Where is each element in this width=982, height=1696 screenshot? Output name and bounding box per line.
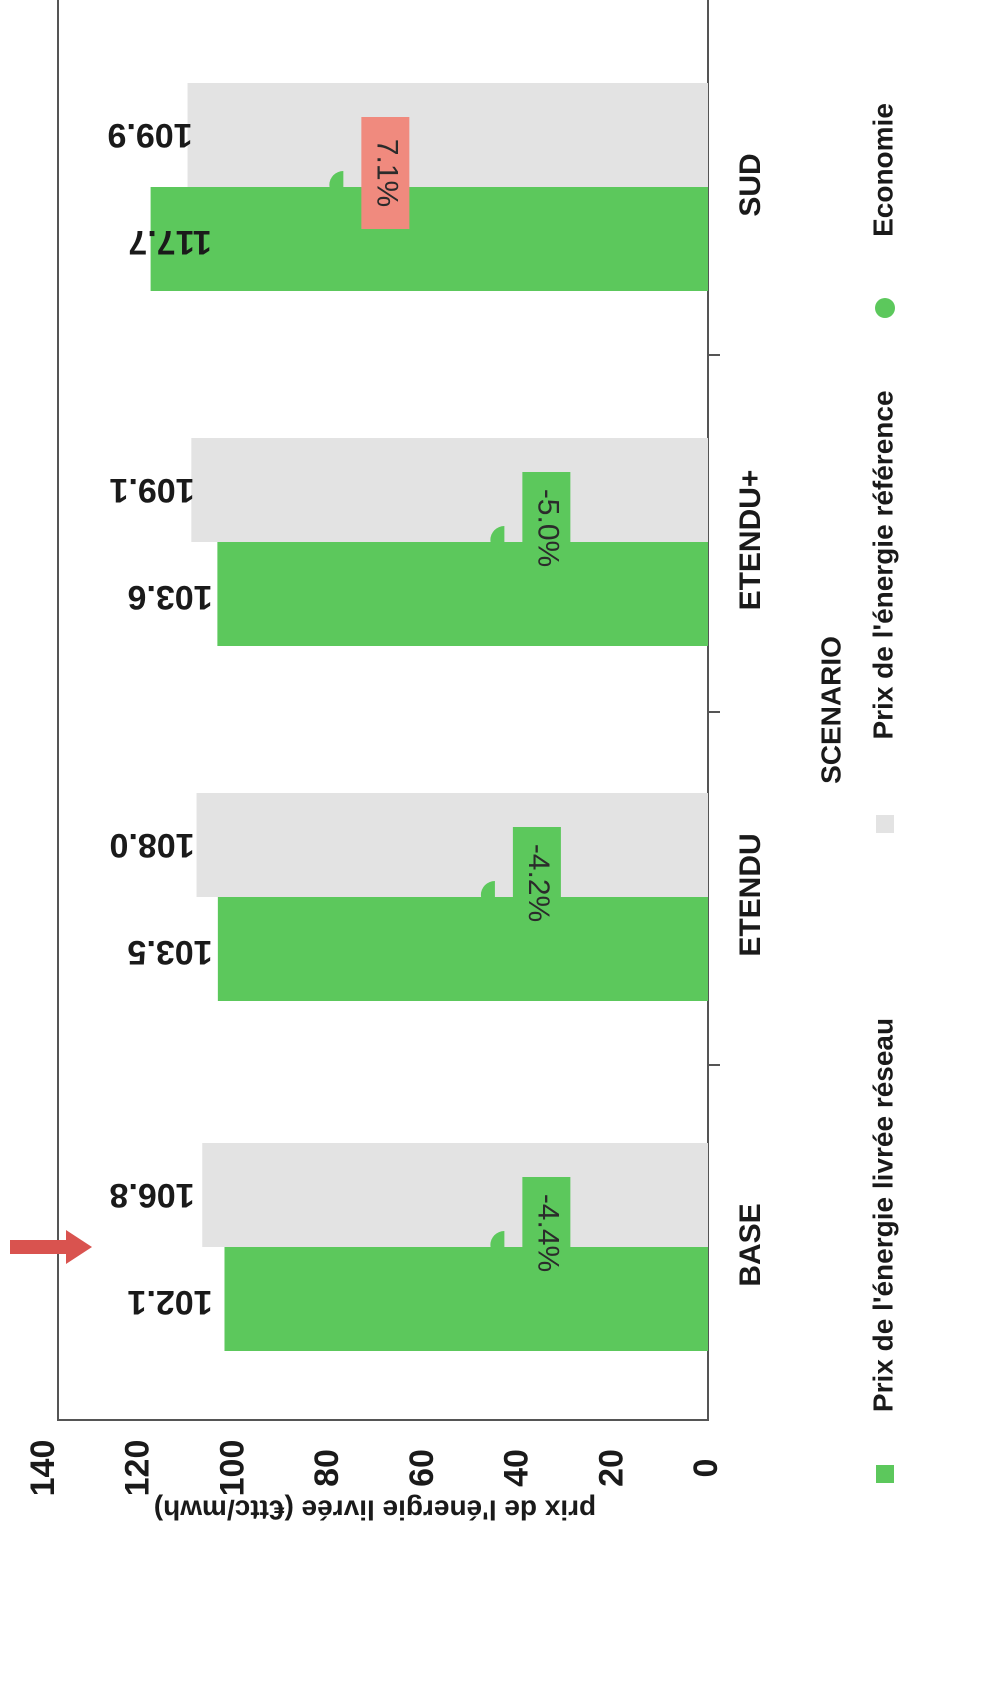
economie-marker <box>490 1231 505 1259</box>
x-axis-categories: BASE ETENDU ETENDU+ SUD <box>734 153 767 1286</box>
bar-network-value-label: 103.5 <box>127 933 212 971</box>
economie-value-label: 7.1% <box>370 139 403 207</box>
category-label: ETENDU <box>734 833 767 956</box>
economie-marker <box>329 171 344 199</box>
bar-network <box>217 897 708 1001</box>
legend-label: Economie <box>867 103 898 237</box>
y-tick-label: 120 <box>119 1440 157 1497</box>
y-tick-label: 80 <box>308 1449 346 1487</box>
legend-item: Prix de l'énergie livrée réseau <box>867 1018 898 1483</box>
bar-reference <box>187 83 709 187</box>
y-tick-label: 100 <box>213 1440 251 1497</box>
arrow-head <box>66 1230 92 1264</box>
legend-swatch <box>876 1465 894 1483</box>
bar-reference-value-label: 109.9 <box>107 116 192 154</box>
bar-network-value-label: 117.7 <box>128 223 211 261</box>
category-label: ETENDU+ <box>734 470 767 611</box>
category-group: 102.1 106.8 -4.4% <box>109 1143 708 1351</box>
y-tick-label: 60 <box>403 1449 441 1487</box>
economie-label-box <box>522 472 571 584</box>
category-group: 103.5 108.0 -4.2% <box>109 793 709 1001</box>
y-axis-title: prix de l'énergie livrée (€ttc/mwh) <box>154 1495 596 1526</box>
y-tick-label: 0 <box>687 1459 725 1478</box>
economie-label-box <box>512 827 561 939</box>
category-label: BASE <box>734 1203 767 1286</box>
legend: Prix de l'énergie livrée réseau Prix de l… <box>867 103 898 1483</box>
economie-value-label: -4.4% <box>531 1194 564 1272</box>
annotation-arrow <box>10 1230 92 1264</box>
bar-network <box>217 542 708 646</box>
legend-marker <box>875 298 895 318</box>
legend-swatch <box>876 815 894 833</box>
bar-network <box>150 187 708 291</box>
plot-area: 102.1 106.8 -4.4% 103.5 108.0 -4.2% 103.6 109.1… <box>10 0 720 1421</box>
economie-value-label: -5.0% <box>531 489 564 567</box>
x-axis-title: SCENARIO <box>815 636 846 784</box>
y-tick-label: 40 <box>498 1449 536 1487</box>
economie-marker <box>490 526 505 554</box>
bar-reference <box>202 1143 708 1247</box>
legend-label: Prix de l'énergie référence <box>867 390 898 739</box>
y-tick-label: 20 <box>592 1449 630 1487</box>
bar-reference-value-label: 109.1 <box>109 471 194 509</box>
bar-network-value-label: 103.6 <box>127 578 212 616</box>
legend-item: Prix de l'énergie référence <box>867 390 898 833</box>
bar-reference <box>196 793 709 897</box>
category-group: 117.7 109.9 7.1% <box>107 83 709 291</box>
bar-reference-value-label: 108.0 <box>109 826 194 864</box>
economie-value-label: -4.2% <box>522 844 555 922</box>
economie-label-box <box>361 117 410 229</box>
legend-item: Economie <box>867 103 898 318</box>
economie-marker <box>480 881 495 909</box>
bar-reference <box>191 438 709 542</box>
category-group: 103.6 109.1 -5.0% <box>109 438 709 646</box>
legend-label: Prix de l'énergie livrée réseau <box>867 1018 898 1412</box>
economie-label-box <box>522 1177 571 1289</box>
y-tick-label: 140 <box>24 1440 62 1497</box>
plot-frame <box>57 0 709 1421</box>
bar-network-value-label: 102.1 <box>127 1283 212 1321</box>
arrow-shaft <box>10 1240 68 1254</box>
y-axis-ticks: 0 20 40 60 80 100 120 140 <box>24 1440 725 1497</box>
category-label: SUD <box>734 153 767 216</box>
bar-network <box>224 1247 708 1351</box>
bar-reference-value-label: 106.8 <box>109 1176 194 1214</box>
